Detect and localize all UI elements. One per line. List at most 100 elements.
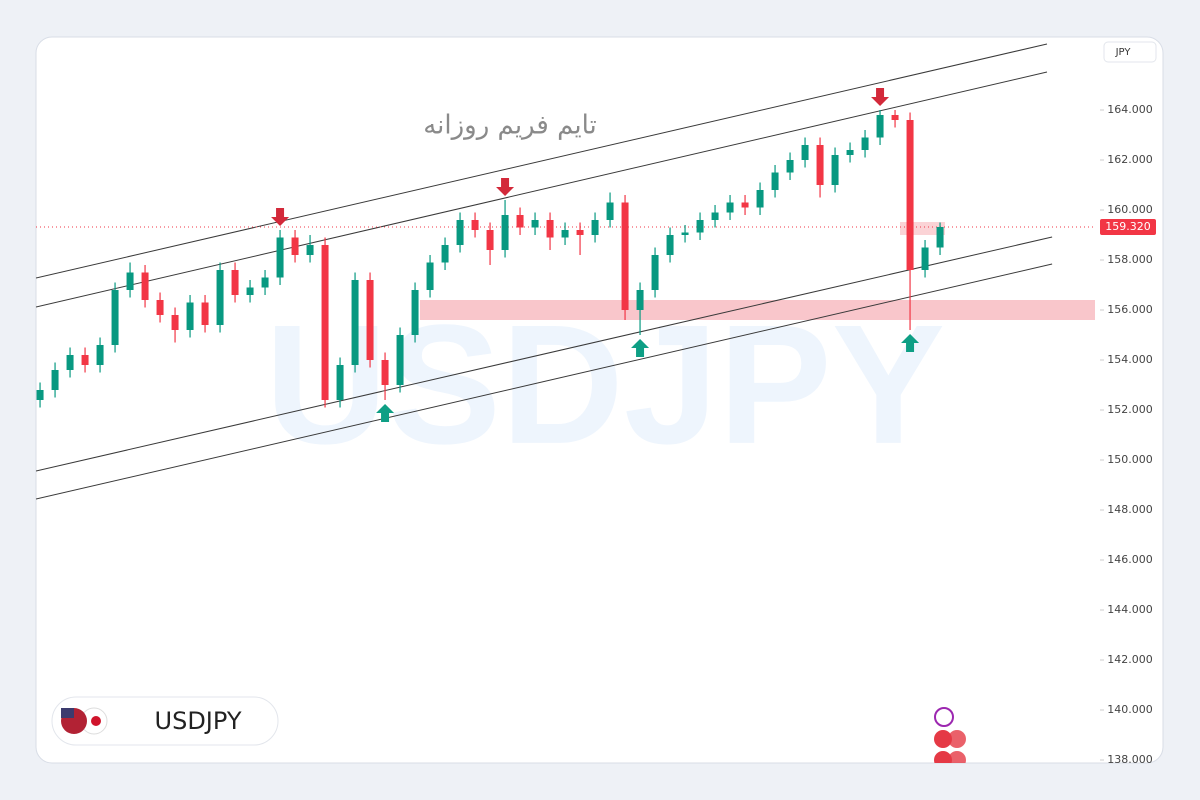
- candle-body: [546, 220, 554, 238]
- candle-body: [906, 120, 914, 270]
- us-flag-canton: [61, 708, 74, 718]
- candle-body: [411, 290, 419, 335]
- candle-body: [561, 230, 569, 238]
- candle-body: [666, 235, 674, 255]
- candle-body: [651, 255, 659, 290]
- trendline: [36, 43, 1048, 279]
- y-tick-label: 146.000: [1107, 553, 1153, 566]
- candle-body: [831, 155, 839, 185]
- candle-body: [291, 237, 299, 255]
- candle-body: [321, 245, 329, 400]
- last-price-box: [1100, 219, 1156, 235]
- y-tick-label: 160.000: [1107, 203, 1153, 216]
- candle-body: [591, 220, 599, 235]
- marker-arrow: [871, 88, 890, 106]
- candle-body: [81, 355, 89, 365]
- candle-body: [141, 272, 149, 300]
- candle-body: [771, 172, 779, 190]
- candle-body: [726, 202, 734, 213]
- candle-body: [306, 245, 314, 255]
- candle-body: [501, 215, 509, 250]
- candle-body: [741, 202, 749, 208]
- candle-body: [351, 280, 359, 365]
- currency: JPY: [1115, 47, 1132, 58]
- candle-body: [276, 237, 284, 278]
- candle-body: [846, 150, 854, 155]
- y-tick-label: 150.000: [1107, 453, 1153, 466]
- candle-body: [636, 290, 644, 310]
- y-tick-label: 144.000: [1107, 603, 1153, 616]
- candle-body: [711, 212, 719, 220]
- trendline: [36, 263, 1053, 500]
- candle-body: [576, 230, 584, 235]
- card: [35, 36, 1164, 764]
- candle-body: [486, 230, 494, 250]
- currency-box: [1103, 41, 1157, 63]
- candle-body: [201, 302, 209, 325]
- candle-body: [531, 220, 539, 228]
- candle-body: [261, 277, 269, 288]
- candle-body: [816, 145, 824, 185]
- candle-body: [111, 290, 119, 345]
- y-tick-label: 148.000: [1107, 503, 1153, 516]
- candle-body: [861, 137, 869, 150]
- candle-body: [51, 370, 59, 390]
- candle-body: [876, 115, 884, 138]
- candle-body: [471, 220, 479, 230]
- candle-body: [126, 272, 134, 290]
- candle-body: [696, 220, 704, 233]
- marker-arrow: [376, 404, 395, 422]
- marker-arrow: [631, 339, 650, 357]
- candle-body: [186, 302, 194, 330]
- y-tick-label: 142.000: [1107, 653, 1153, 666]
- event-icons: [934, 707, 966, 763]
- candle-body: [516, 215, 524, 228]
- y-tick-label: 162.000: [1107, 153, 1153, 166]
- candle-body: [756, 190, 764, 208]
- candle-body: [66, 355, 74, 370]
- y-tick-label: 152.000: [1107, 403, 1153, 416]
- y-tick-label: 140.000: [1107, 703, 1153, 716]
- candle-body: [171, 315, 179, 330]
- candle-body: [681, 232, 689, 235]
- candle-body: [156, 300, 164, 315]
- trendline: [36, 71, 1048, 308]
- marker-arrow: [901, 334, 920, 352]
- symbol: USDJPY: [155, 707, 242, 735]
- candle-body: [426, 262, 434, 290]
- candle-body: [786, 160, 794, 173]
- candle-body: [936, 227, 944, 248]
- candle-body: [231, 270, 239, 295]
- candle-body: [621, 202, 629, 310]
- candle-body: [396, 335, 404, 385]
- candle-body: [891, 115, 899, 120]
- trendline: [36, 236, 1053, 472]
- candle-body: [606, 202, 614, 220]
- candle-body: [456, 220, 464, 245]
- candle-body: [216, 270, 224, 325]
- symbol-badge: [51, 696, 279, 746]
- candle-body: [336, 365, 344, 400]
- zone: [420, 300, 1095, 320]
- last-price-label: 159.320: [1105, 220, 1151, 233]
- y-tick-label: 154.000: [1107, 353, 1153, 366]
- candle-body: [441, 245, 449, 263]
- candle-body: [96, 345, 104, 365]
- marker-arrow: [271, 208, 290, 226]
- candle-body: [366, 280, 374, 360]
- y-tick-label: 138.000: [1107, 753, 1153, 766]
- y-tick-label: 156.000: [1107, 303, 1153, 316]
- candle-body: [921, 247, 929, 270]
- marker-arrow: [496, 178, 515, 196]
- jp-flag-dot: [91, 716, 101, 726]
- candle-body: [246, 287, 254, 295]
- candle-body: [381, 360, 389, 385]
- y-tick-label: 158.000: [1107, 253, 1153, 266]
- watermark: USDJPY: [265, 290, 945, 480]
- y-tick-label: 164.000: [1107, 103, 1153, 116]
- candle-body: [36, 390, 44, 400]
- candle-body: [801, 145, 809, 160]
- plot: USDJPY: [36, 43, 1095, 500]
